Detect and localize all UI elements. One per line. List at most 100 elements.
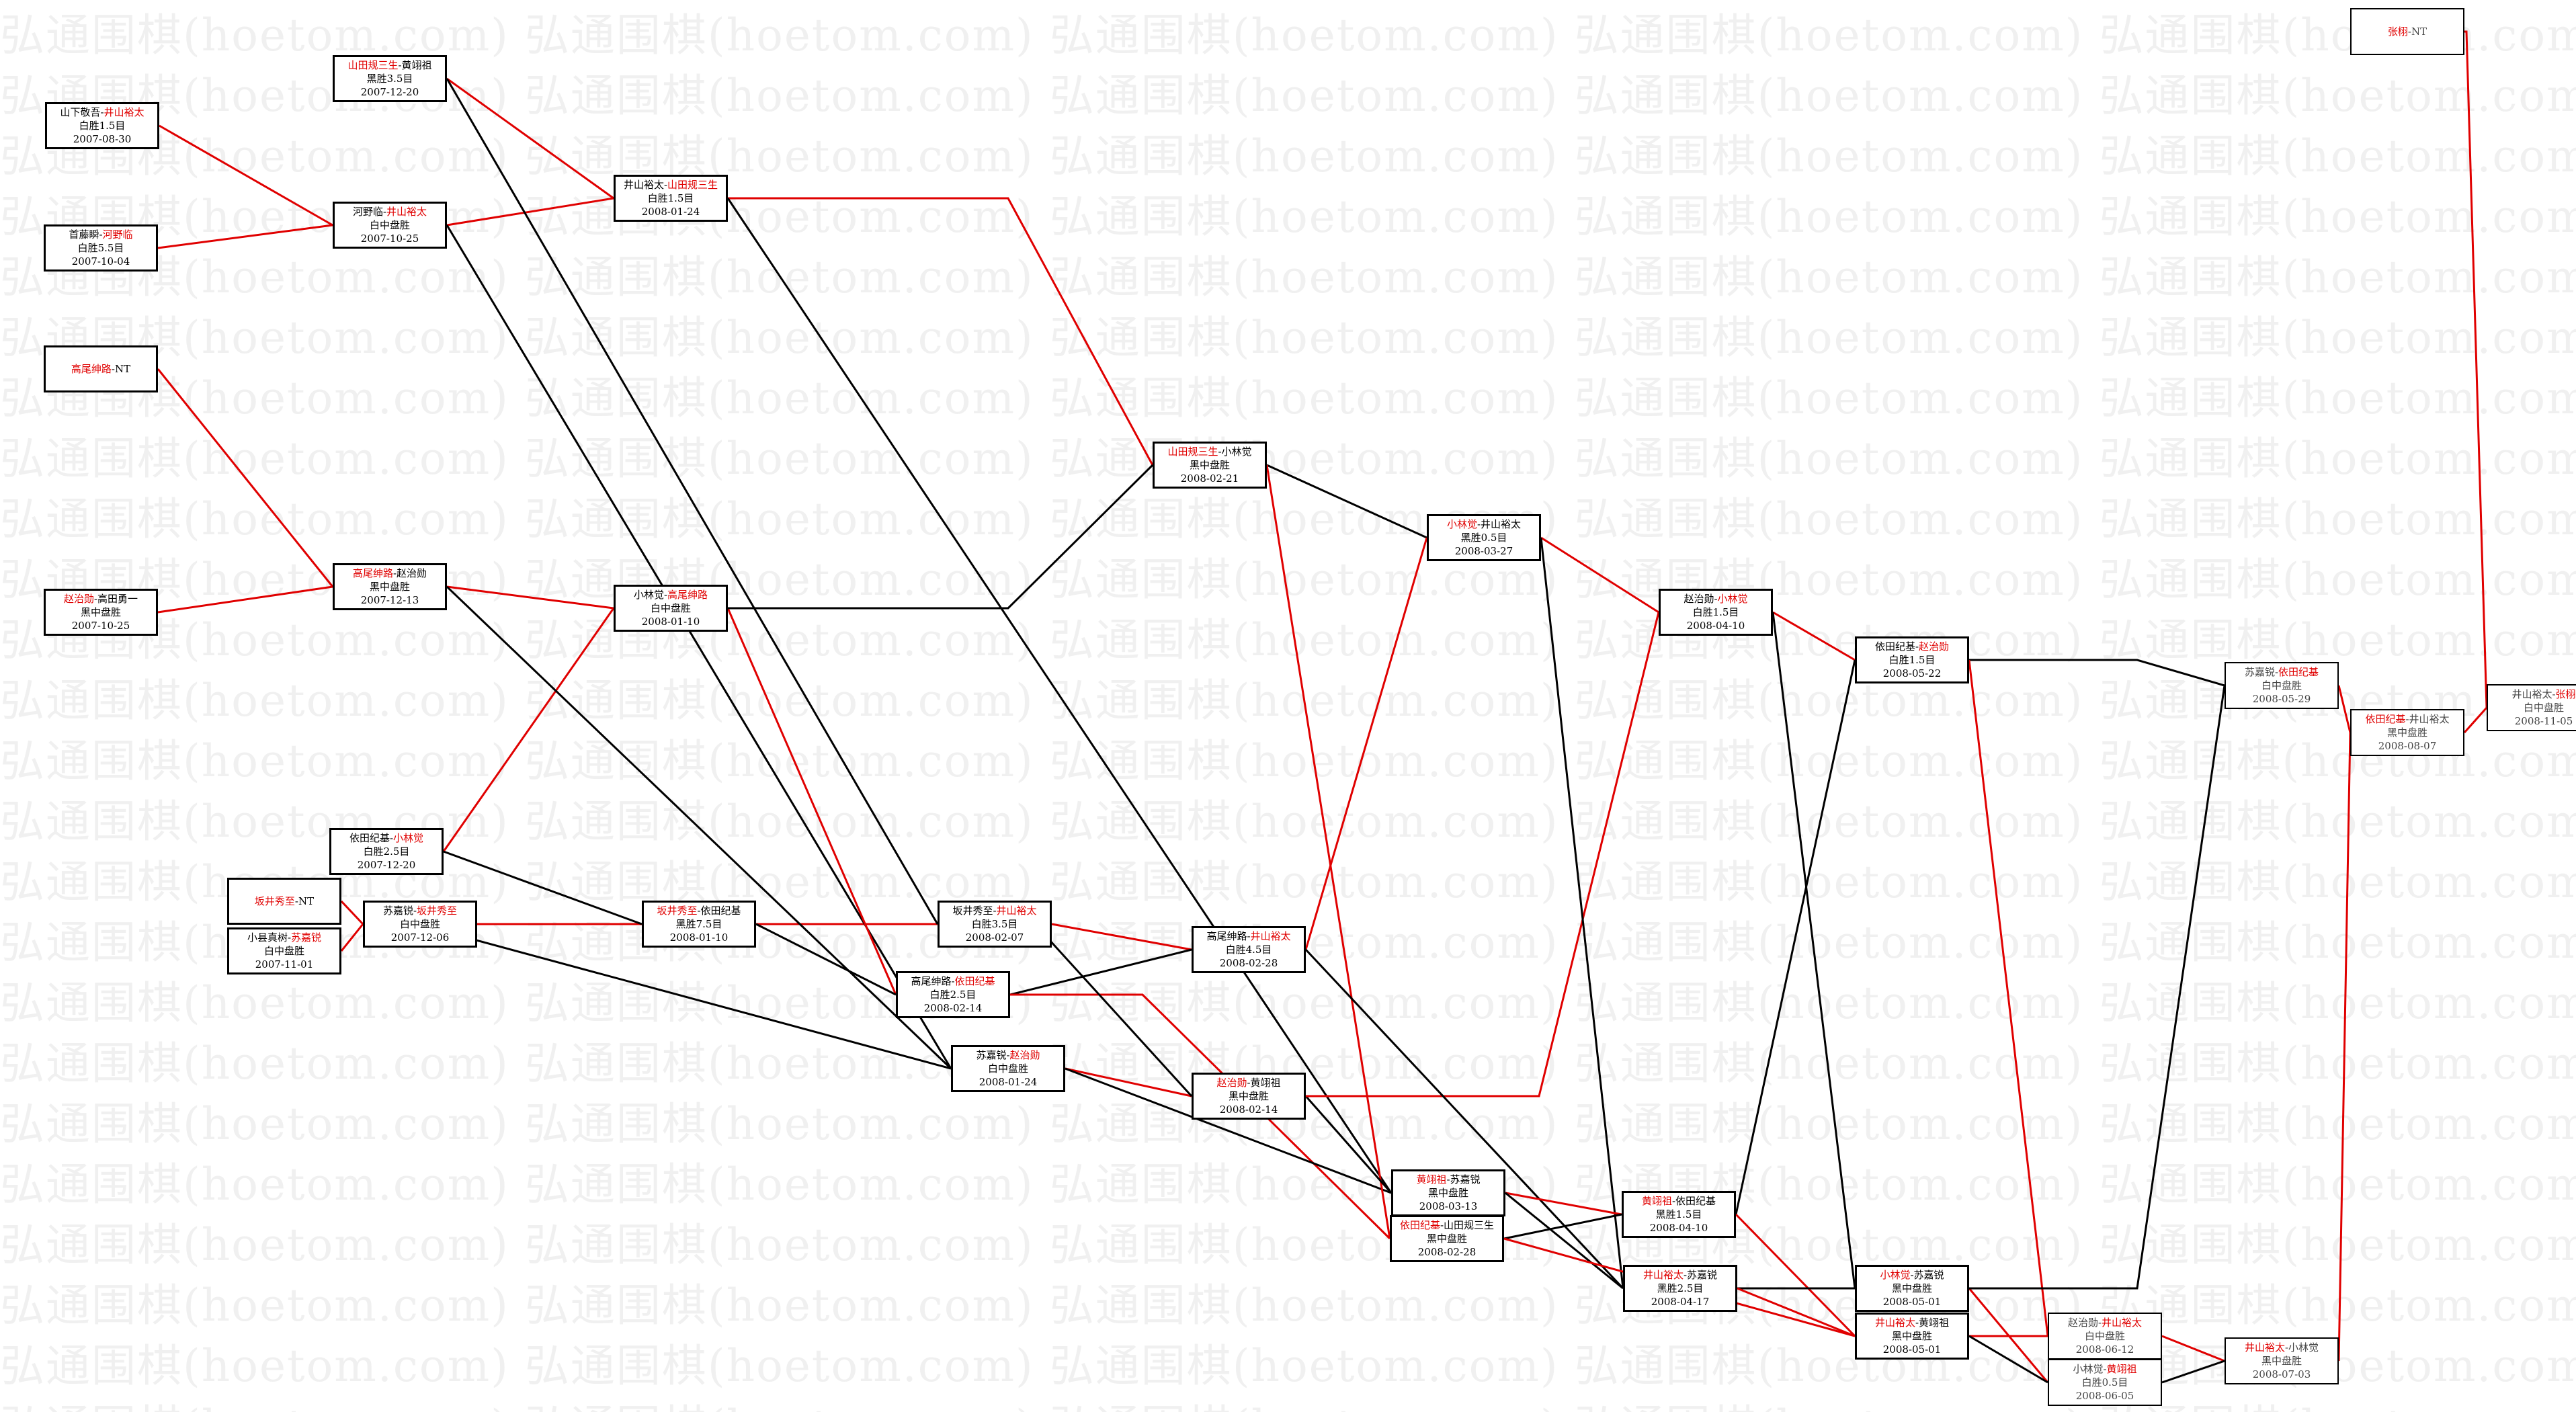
game-node[interactable]: 首藤瞬-河野临 白胜5.5目 2007-10-04 [44,224,158,272]
game-node[interactable]: 小林觉-井山裕太 黑胜0.5目 2008-03-27 [1427,514,1541,561]
game-node[interactable]: 依田纪基-赵治勋 白胜1.5目 2008-05-22 [1855,636,1969,683]
game-node[interactable]: 小县真树-苏嘉锐 白中盘胜 2007-11-01 [227,927,341,974]
winner-connector [442,608,615,852]
loser-connector [1503,1213,1622,1240]
loser-connector [1969,685,2226,1290]
player-black: 首藤瞬 [69,229,99,241]
game-node[interactable]: 山田规三生-黄翊祖 黑胜3.5目 2007-12-20 [333,55,447,102]
game-node[interactable]: 赵治勋-高田勇一 黑中盘胜 2007-10-25 [44,589,158,636]
game-node[interactable]: 高尾绅路-井山裕太 白胜4.5目 2008-02-28 [1192,926,1306,973]
players-separator: - [1915,1317,1919,1329]
winner-connector [2464,30,2488,708]
game-node[interactable]: 井山裕太-小林觉 黑中盘胜 2008-07-03 [2225,1337,2339,1384]
game-date: 2008-06-05 [2075,1390,2134,1402]
player-white: 井山裕太 [996,905,1037,917]
game-date: 2008-11-05 [2514,715,2573,727]
game-players: 黄翊祖-苏嘉锐 [1416,1173,1480,1186]
game-node[interactable]: 黄翊祖-依田纪基 黑胜1.5目 2008-04-10 [1622,1191,1736,1238]
game-players: 井山裕太-苏嘉锐 [1643,1268,1717,1282]
game-players: 张栩-NT [2388,25,2427,38]
player-black: 苏嘉锐 [976,1049,1007,1061]
players-separator: - [2552,688,2556,700]
game-node[interactable]: 小林觉-苏嘉锐 黑中盘胜 2008-05-01 [1855,1265,1969,1312]
player-white: 井山裕太 [386,206,427,218]
game-node[interactable]: 苏嘉锐-依田纪基 白中盘胜 2008-05-29 [2225,662,2339,709]
game-node[interactable]: 依田纪基-小林觉 白胜2.5目 2007-12-20 [329,828,444,875]
game-node[interactable]: 小林觉-高尾绅路 白中盘胜 2008-01-10 [614,585,728,632]
game-node[interactable]: 高尾绅路-赵治勋 黑中盘胜 2007-12-13 [333,563,447,610]
game-players: 坂井秀至-井山裕太 [952,904,1036,917]
game-players: 依田纪基-山田规三生 [1400,1218,1494,1232]
winner-connector [1505,1192,1622,1216]
winner-connector [726,608,897,995]
game-players: 首藤瞬-河野临 [69,228,132,241]
game-node[interactable]: 依田纪基-井山裕太 黑中盘胜 2008-08-07 [2350,709,2464,756]
game-date: 2008-01-24 [979,1076,1038,1088]
loser-connector [1009,948,1192,996]
game-node[interactable]: 依田纪基-山田规三生 黑中盘胜 2008-02-28 [1390,1215,1504,1262]
loser-connector [1772,612,1856,1289]
player-black: 小林觉 [1446,518,1477,530]
game-node[interactable]: 山田规三生-小林觉 黑中盘胜 2008-02-21 [1153,442,1267,489]
game-node[interactable]: 井山裕太-山田规三生 白胜1.5目 2008-01-24 [614,175,728,222]
game-node[interactable]: 赵治勋-黄翊祖 黑中盘胜 2008-02-14 [1192,1073,1306,1120]
game-node[interactable]: 赵治勋-井山裕太 白中盘胜 2008-06-12 [2048,1313,2162,1360]
player-white: 坂井秀至 [417,905,458,917]
game-node[interactable]: 井山裕太-张栩 白中盘胜 2008-11-05 [2487,684,2576,731]
player-white: 井山裕太 [2102,1317,2143,1329]
player-white: 河野临 [102,229,133,241]
player-black: 坂井秀至 [952,905,993,917]
game-date: 2008-05-01 [1882,1296,1942,1308]
game-node[interactable]: 井山裕太-苏嘉锐 黑胜2.5目 2008-04-17 [1623,1265,1737,1312]
game-node[interactable]: 高尾绅路-依田纪基 白胜2.5目 2008-02-14 [896,971,1010,1018]
game-result: 白中盘胜 [987,1063,1028,1075]
player-black: 依田纪基 [349,832,390,844]
game-players: 山下敬吾-井山裕太 [60,106,144,119]
game-players: 井山裕太-小林觉 [2245,1341,2319,1354]
game-node[interactable]: 黄翊祖-苏嘉锐 黑中盘胜 2008-03-13 [1391,1169,1505,1216]
player-white: 黄翊祖 [1250,1077,1281,1089]
game-result: 黑胜3.5目 [366,73,413,85]
game-players: 依田纪基-井山裕太 [2365,712,2449,726]
game-node[interactable]: 河野临-井山裕太 白中盘胜 2007-10-25 [333,202,447,249]
game-node[interactable]: 小林觉-黄翊祖 白胜0.5目 2008-06-05 [2048,1359,2162,1406]
game-node[interactable]: 井山裕太-黄翊祖 黑中盘胜 2008-05-01 [1855,1313,1969,1360]
game-players: 坂井秀至-依田纪基 [657,904,741,917]
winner-connector [157,368,334,587]
game-node[interactable]: 坂井秀至-依田纪基 黑胜7.5目 2008-01-10 [642,901,756,948]
player-white: 山田规三生 [667,179,718,191]
players-separator: - [2407,26,2411,38]
player-white: 高田勇一 [97,593,138,605]
loser-connector [443,850,642,925]
game-node[interactable]: 山下敬吾-井山裕太 白胜1.5目 2007-08-30 [45,102,159,149]
players-separator: - [2274,666,2279,678]
player-black: 高尾绅路 [352,567,393,579]
player-black: 依田纪基 [2365,713,2406,725]
players-separator: - [100,106,104,118]
game-node[interactable]: 坂井秀至-井山裕太 白胜3.5目 2008-02-07 [938,901,1052,948]
game-node[interactable]: 苏嘉锐-坂井秀至 白中盘胜 2007-12-06 [363,901,477,948]
game-players: 赵治勋-黄翊祖 [1216,1076,1280,1089]
game-node[interactable]: 张栩-NT [2350,8,2464,55]
game-result: 黑中盘胜 [2386,726,2427,739]
game-players: 高尾绅路-依田纪基 [911,974,995,988]
game-players: 苏嘉锐-坂井秀至 [383,904,457,917]
winner-connector [2161,1335,2225,1362]
players-separator: - [1006,1049,1010,1061]
game-result: 白中盘胜 [2261,679,2302,692]
game-node[interactable]: 赵治勋-小林觉 白胜1.5目 2008-04-10 [1659,589,1773,636]
game-result: 白胜5.5目 [77,242,124,254]
game-result: 白胜2.5目 [363,845,410,858]
player-black: 张栩 [2387,26,2408,38]
player-white: 张栩 [2555,688,2576,700]
player-black: 井山裕太 [623,179,664,191]
players-separator: - [382,206,387,218]
game-node[interactable]: 坂井秀至-NT [227,878,341,925]
player-black: 高尾绅路 [71,363,112,375]
loser-connector [446,78,939,925]
winner-connector [2463,707,2488,733]
game-date: 2008-05-01 [1882,1343,1942,1356]
game-node[interactable]: 苏嘉锐-赵治勋 白中盘胜 2008-01-24 [951,1045,1065,1092]
game-node[interactable]: 高尾绅路-NT [44,345,158,392]
